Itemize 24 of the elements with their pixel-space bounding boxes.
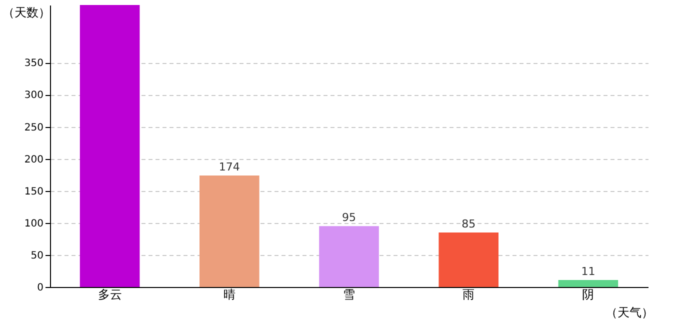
- x-tick-label: 多云: [98, 288, 122, 302]
- y-tick-label: 0: [37, 282, 44, 294]
- y-tick-label: 150: [24, 186, 44, 198]
- y-tick-label: 100: [24, 218, 44, 230]
- bar: [80, 5, 140, 287]
- y-tick-label: 200: [24, 154, 44, 166]
- y-tick-label: 300: [24, 90, 44, 102]
- data-label: 174: [218, 160, 240, 174]
- x-tick-label: 雨: [462, 288, 475, 302]
- bar: [558, 280, 618, 287]
- bar: [438, 232, 498, 287]
- bar: [200, 175, 260, 287]
- data-label: 95: [342, 211, 356, 224]
- data-label: 85: [462, 218, 476, 231]
- y-tick-label: 250: [24, 122, 44, 134]
- y-tick-label: 50: [30, 250, 44, 262]
- data-label: 11: [581, 264, 596, 278]
- x-tick-label: 阴: [582, 288, 594, 302]
- bar: [319, 226, 379, 287]
- y-tick-label: 350: [24, 58, 44, 70]
- x-tick-label: 雪: [343, 288, 355, 302]
- x-axis-title: （天气）: [606, 306, 654, 320]
- y-axis-title: （天数）: [2, 6, 50, 20]
- x-tick-label: 晴: [223, 288, 236, 302]
